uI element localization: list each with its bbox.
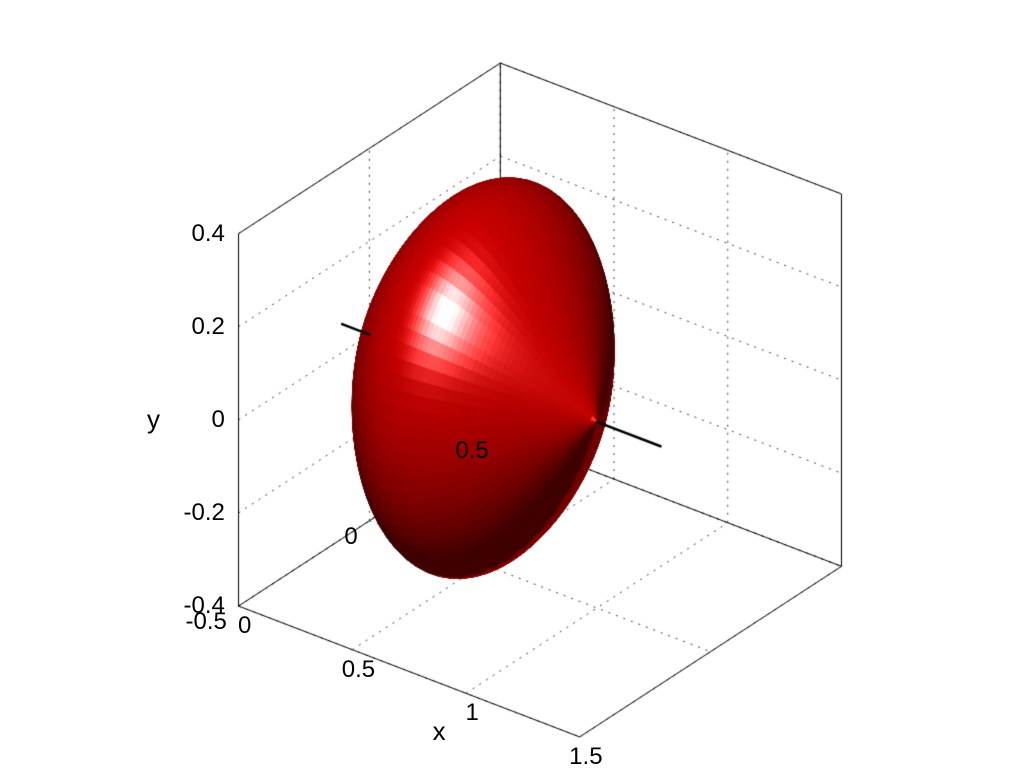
plot-canvas (0, 0, 1024, 768)
y-tick-label: 0 (344, 523, 357, 551)
plot-3d-surface: -0.4-0.200.20.4-0.500.500.511.5xy (0, 0, 1024, 768)
y-tick-label: 0.5 (455, 437, 488, 465)
z-tick-label: -0.2 (184, 499, 225, 527)
x-tick-label: 1.5 (569, 743, 602, 768)
z-tick-label: 0.4 (192, 220, 225, 248)
x-tick-label: 0 (238, 612, 251, 640)
z-tick-label: 0.2 (192, 313, 225, 341)
y-tick-label: -0.5 (186, 608, 227, 636)
z-tick-label: 0 (212, 406, 225, 434)
x-tick-label: 0.5 (342, 656, 375, 684)
x-axis-label: x (433, 716, 446, 747)
x-tick-label: 1 (465, 699, 478, 727)
y-axis-label: y (147, 404, 160, 435)
